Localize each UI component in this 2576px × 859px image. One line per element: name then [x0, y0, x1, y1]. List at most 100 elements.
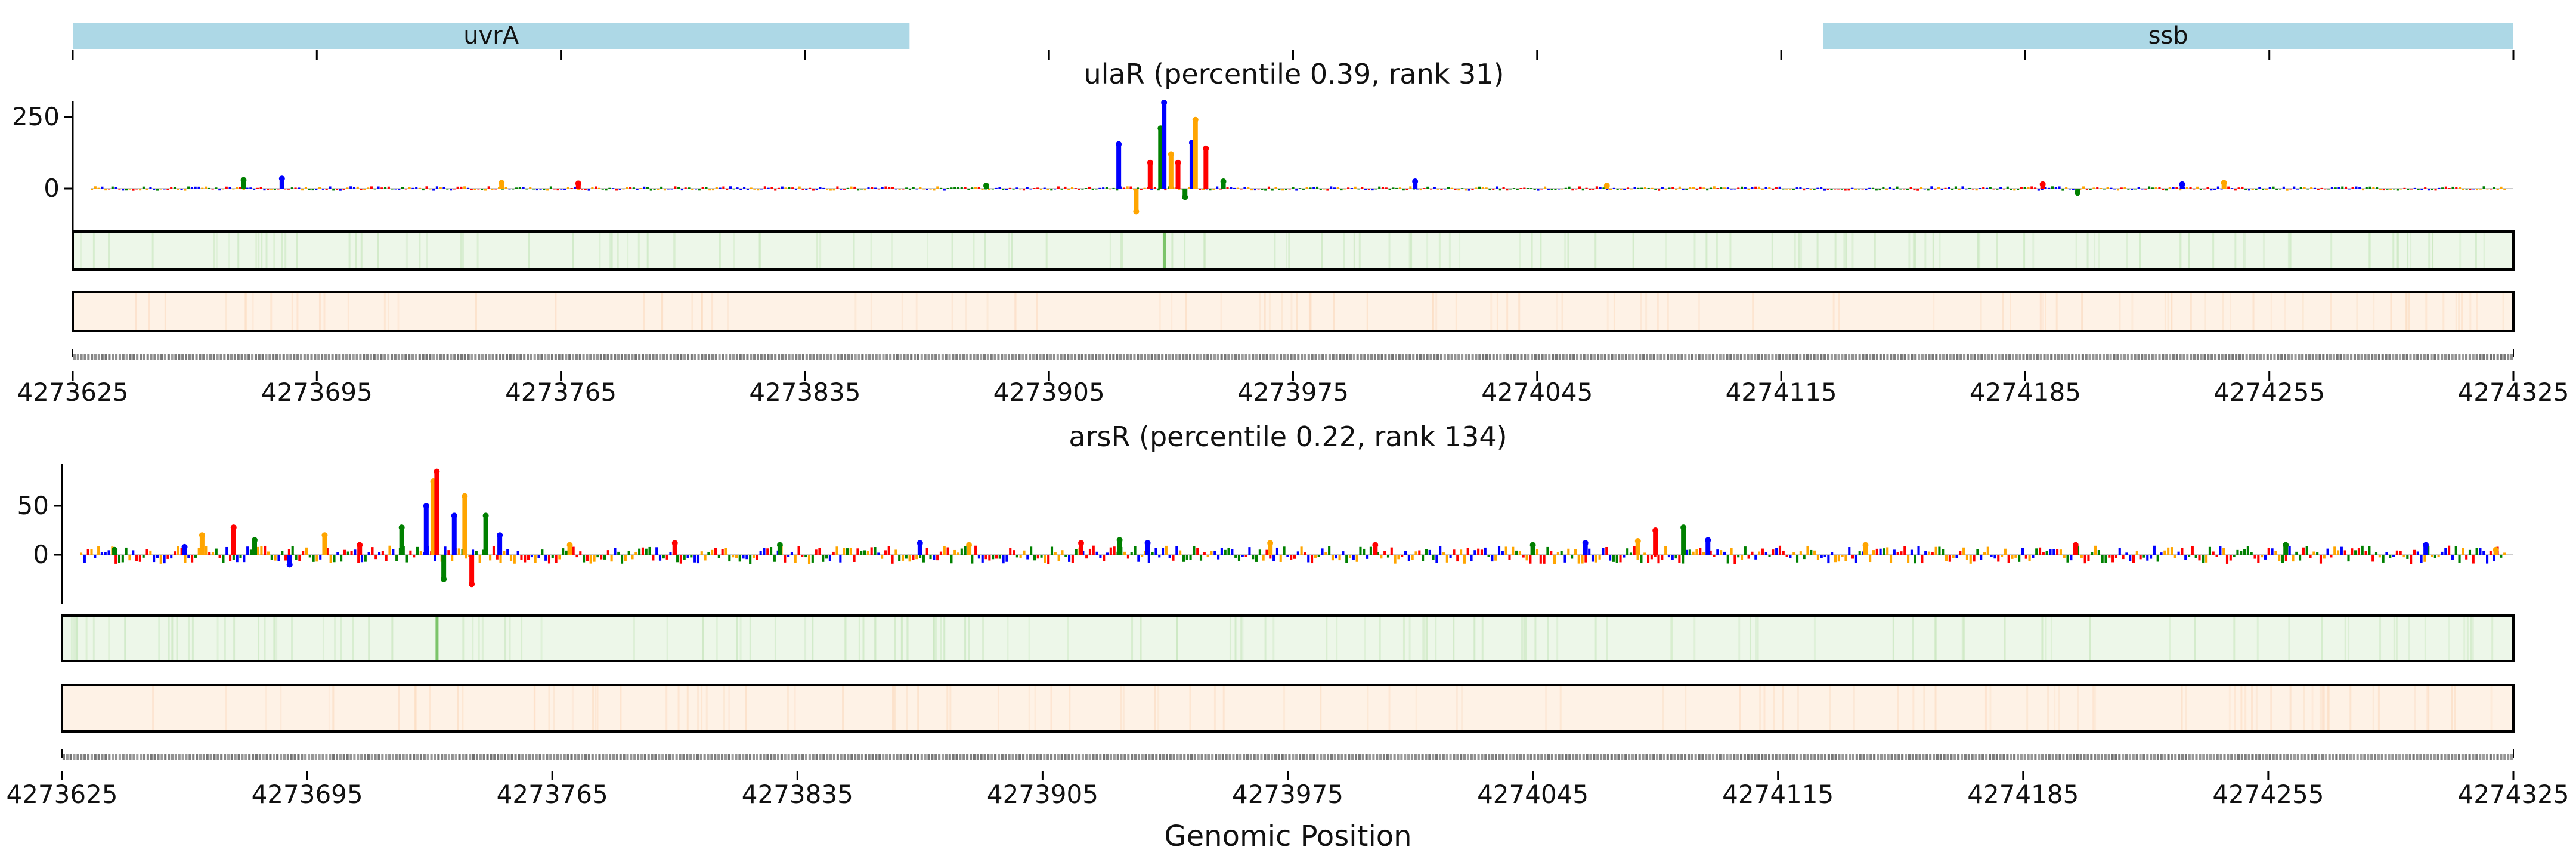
sequence-base-mark: [669, 354, 672, 360]
heatmap-green-stripe: [1241, 616, 1244, 661]
heatmap-peach-stripe: [2405, 292, 2407, 331]
logo-peak-cap: [983, 183, 989, 189]
heatmap-green-stripe: [2428, 231, 2431, 270]
logo-noise-mark: [2032, 555, 2035, 558]
sequence-base-mark: [1810, 754, 1813, 760]
sequence-base-mark: [1192, 354, 1195, 360]
logo-noise-mark: [101, 186, 104, 189]
sequence-base-mark: [1501, 754, 1504, 760]
logo-noise-mark: [2167, 547, 2170, 555]
logo-noise-mark: [1433, 187, 1436, 189]
sequence-base-mark: [948, 354, 951, 360]
logo-noise-mark: [784, 555, 787, 563]
heatmap-green-stripe: [1523, 616, 1525, 661]
heatmap-green-stripe: [1203, 231, 1206, 270]
logo-noise-mark: [2316, 552, 2319, 555]
sequence-base-mark: [692, 754, 696, 760]
logo-noise-mark: [1363, 548, 1366, 555]
sequence-base-mark: [2479, 354, 2482, 360]
sequence-base-mark: [2123, 354, 2126, 360]
sequence-base-mark: [647, 754, 650, 760]
sequence-base-mark: [1939, 354, 1942, 360]
sequence-base-mark: [1914, 354, 1917, 360]
sequence-base-mark: [980, 754, 983, 760]
sequence-base-mark: [983, 354, 986, 360]
logo-noise-mark: [634, 552, 637, 555]
logo-noise-mark: [2151, 187, 2154, 189]
sequence-base-mark: [352, 354, 355, 360]
sequence-base-mark: [1642, 354, 1645, 360]
logo-noise-mark: [2427, 546, 2430, 555]
sequence-base-mark: [997, 354, 1000, 360]
logo-noise-mark: [1834, 189, 1837, 190]
sequence-base-mark: [324, 354, 327, 360]
logo-noise-mark: [2179, 189, 2182, 191]
sequence-base-mark: [701, 354, 704, 360]
sequence-base-mark: [419, 754, 423, 760]
heatmap-peach-stripe: [1189, 685, 1191, 731]
sequence-base-mark: [2335, 754, 2338, 760]
sequence-base-mark: [1183, 754, 1186, 760]
panel-title: arsR (percentile 0.22, rank 134): [1069, 421, 1507, 453]
attribution-heatmap-peach: [61, 684, 2515, 733]
logo-noise-mark: [132, 550, 135, 555]
sequence-base-mark: [875, 354, 878, 360]
heatmap-green-stripe: [1426, 231, 1429, 270]
sequence-base-mark: [442, 354, 445, 360]
logo-noise-mark: [1112, 187, 1115, 189]
logo-noise-mark: [2282, 186, 2285, 189]
sequence-base-mark: [325, 754, 328, 760]
heatmap-peach-stripe: [2426, 685, 2429, 731]
sequence-base-mark: [1670, 354, 1673, 360]
logo-noise-mark: [1954, 186, 1957, 189]
sequence-base-mark: [2125, 754, 2128, 760]
logo-noise-mark: [1008, 187, 1011, 189]
x-tick-label: 4273905: [987, 780, 1098, 809]
logo-noise-mark: [631, 555, 634, 560]
sequence-base-mark: [2206, 754, 2209, 760]
logo-noise-mark: [1888, 187, 1891, 189]
sequence-base-mark: [1992, 754, 1995, 760]
sequence-base-mark: [1726, 354, 1729, 360]
logo-noise-mark: [1827, 555, 1830, 564]
logo-noise-mark: [100, 552, 103, 555]
sequence-base-mark: [2214, 354, 2217, 360]
logo-noise-mark: [1558, 189, 1561, 190]
sequence-base-mark: [2162, 354, 2165, 360]
heatmap-peach-stripe: [842, 685, 844, 731]
sequence-base-mark: [345, 354, 348, 360]
logo-noise-mark: [704, 555, 707, 561]
heatmap-peach-stripe: [2045, 292, 2047, 331]
logo-noise-mark: [1751, 551, 1754, 555]
logo-noise-mark: [1307, 555, 1310, 563]
sequence-base-mark: [1410, 754, 1414, 760]
sequence-base-mark: [1302, 754, 1305, 760]
heatmap-green-stripe: [1285, 231, 1287, 270]
logo-noise-mark: [318, 187, 321, 189]
logo-noise-mark: [2410, 555, 2413, 564]
logo-noise-mark: [2444, 186, 2447, 189]
sequence-base-mark: [2485, 754, 2489, 760]
heatmap-peach-stripe: [661, 292, 664, 331]
logo-noise-mark: [956, 552, 960, 555]
logo-noise-mark: [1533, 189, 1536, 190]
logo-noise-mark: [1934, 189, 1937, 190]
sequence-base-mark: [1628, 754, 1631, 760]
logo-noise-mark: [1938, 546, 1941, 555]
logo-noise-mark: [1675, 189, 1678, 190]
heatmap-green-stripe: [1816, 231, 1819, 270]
logo-noise-mark: [1512, 546, 1515, 555]
heatmap-peach-stripe: [723, 685, 726, 731]
logo-noise-mark: [1085, 188, 1088, 189]
logo-noise-mark: [1605, 546, 1608, 555]
logo-noise-mark: [1910, 549, 1913, 555]
sequence-base-mark: [329, 754, 332, 760]
attribution-heatmap-green: [61, 614, 2515, 662]
logo-noise-mark: [2068, 189, 2072, 190]
sequence-base-mark: [1236, 754, 1239, 760]
logo-noise-mark: [544, 555, 547, 561]
sequence-base-mark: [1656, 754, 1659, 760]
sequence-base-mark: [2044, 754, 2048, 760]
logo-noise-mark: [1502, 187, 1505, 189]
sequence-base-mark: [1826, 354, 1830, 360]
